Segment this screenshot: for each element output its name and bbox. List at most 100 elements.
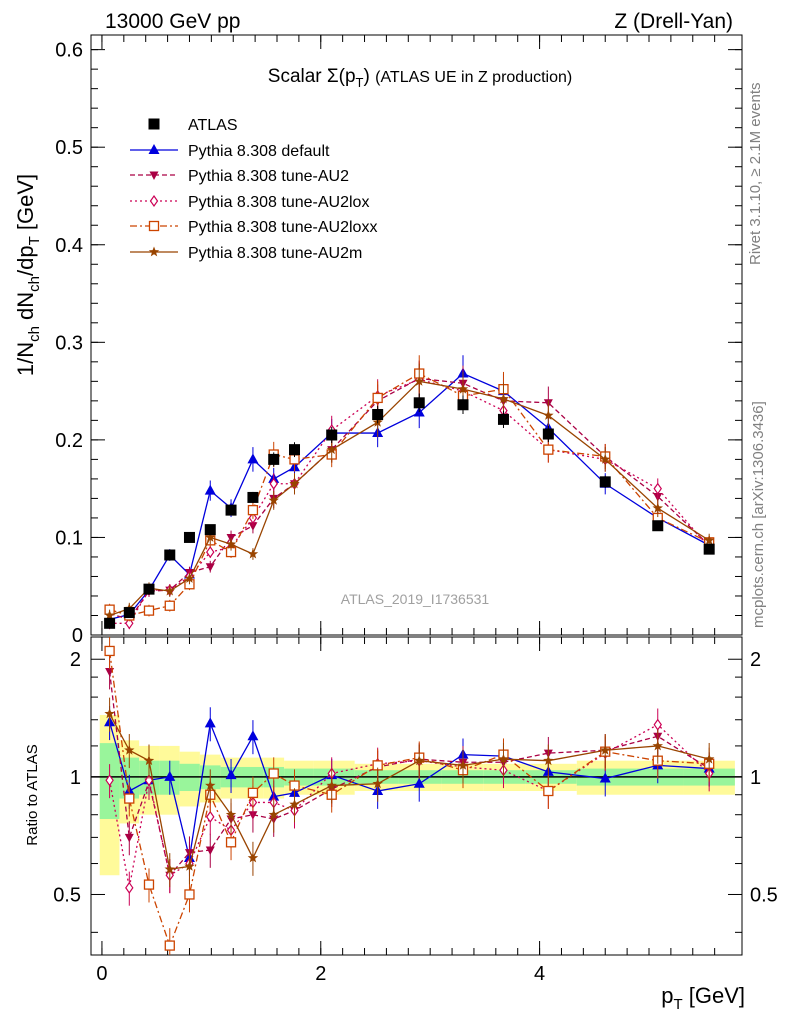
data-point bbox=[599, 476, 611, 488]
data-point bbox=[703, 534, 715, 545]
ratio-point bbox=[105, 774, 114, 787]
data-point bbox=[600, 453, 611, 464]
ratio-point bbox=[653, 718, 662, 731]
ratio-tick-label: 2 bbox=[750, 649, 761, 671]
ratio-point bbox=[703, 753, 715, 764]
ratio-point bbox=[124, 833, 134, 843]
data-point bbox=[413, 397, 425, 409]
data-point bbox=[652, 520, 664, 532]
data-point bbox=[543, 444, 554, 455]
y-tick-label: 0.2 bbox=[55, 430, 83, 452]
legend-marker bbox=[149, 171, 159, 180]
main-plot-frame bbox=[90, 34, 743, 636]
ratio-point bbox=[599, 772, 611, 783]
data-point bbox=[225, 538, 237, 549]
series-line bbox=[109, 378, 710, 624]
ratio-point bbox=[247, 852, 259, 863]
x-tick-label: 0 bbox=[96, 963, 107, 985]
data-point bbox=[225, 504, 237, 516]
ratio-point bbox=[104, 708, 115, 719]
legend-marker bbox=[148, 220, 160, 232]
ratio-point bbox=[164, 940, 175, 951]
data-point bbox=[104, 617, 116, 629]
ratio-tick-label: 2 bbox=[70, 649, 81, 671]
data-point bbox=[183, 531, 195, 543]
y-tick-label: 0.4 bbox=[55, 235, 83, 257]
ratio-point bbox=[413, 777, 425, 788]
y-tick-label: 0.1 bbox=[55, 527, 83, 549]
legend-entry-au2m: Pythia 8.308 tune-AU2m bbox=[130, 245, 362, 262]
header-left: 13000 GeV pp bbox=[105, 10, 240, 33]
ratio-point bbox=[652, 740, 663, 751]
ratio-series bbox=[104, 637, 715, 955]
data-point bbox=[268, 453, 280, 465]
ratio-point bbox=[205, 780, 216, 790]
data-point bbox=[164, 600, 175, 611]
plot-title: Scalar Σ(pT) (ATLAS UE in Z production) bbox=[268, 66, 572, 90]
y-tick-label: 0.5 bbox=[55, 137, 83, 159]
legend-label-atlas: ATLAS bbox=[188, 117, 238, 134]
data-point bbox=[247, 504, 259, 516]
data-point bbox=[247, 548, 259, 559]
ratio-point bbox=[414, 755, 425, 766]
ratio-point bbox=[543, 755, 554, 766]
legend-marker bbox=[148, 118, 160, 130]
data-point bbox=[326, 429, 338, 441]
header-right: Z (Drell-Yan) bbox=[614, 10, 733, 33]
legend-label-au2loxx: Pythia 8.308 tune-AU2loxx bbox=[188, 219, 377, 236]
data-point bbox=[205, 531, 216, 542]
series-line bbox=[109, 377, 710, 621]
data-point bbox=[542, 428, 554, 440]
y-tick-label: 0.6 bbox=[55, 40, 83, 62]
legend-entry-au2loxx: Pythia 8.308 tune-AU2loxx bbox=[130, 219, 377, 236]
data-point bbox=[326, 444, 337, 455]
ratio-tick-label: 1 bbox=[750, 767, 761, 789]
main-series bbox=[104, 355, 715, 630]
side-label-mcplots: mcplots.cern.ch [arXiv:1306.3436] bbox=[750, 401, 767, 628]
data-point bbox=[703, 543, 715, 555]
ratio-point bbox=[543, 785, 554, 797]
x-axis-title: pT [GeV] bbox=[661, 983, 745, 1013]
legend-label-default: Pythia 8.308 default bbox=[188, 143, 330, 160]
side-label-rivet: Rivet 3.1.10, ≥ 2.1M events bbox=[747, 83, 764, 266]
data-point bbox=[104, 610, 115, 620]
series-line bbox=[109, 372, 710, 621]
ratio-point bbox=[144, 774, 154, 787]
legend-entry-default: Pythia 8.308 default bbox=[130, 143, 330, 160]
data-point bbox=[143, 583, 155, 595]
ratio-point bbox=[125, 881, 134, 894]
series-2 bbox=[105, 360, 714, 626]
data-point bbox=[457, 383, 469, 394]
ratio-point bbox=[143, 755, 155, 766]
ratio-tick-label: 1 bbox=[70, 767, 81, 789]
legend-label-au2m: Pythia 8.308 tune-AU2m bbox=[188, 245, 362, 262]
data-point bbox=[372, 392, 383, 404]
ratio-plot-frame bbox=[90, 636, 743, 956]
data-point bbox=[372, 409, 384, 421]
ratio-point bbox=[225, 809, 237, 820]
data-point bbox=[204, 524, 216, 536]
ratio-point bbox=[184, 860, 195, 871]
x-tick-label: 4 bbox=[534, 963, 545, 985]
ratio-point bbox=[225, 769, 237, 780]
data-point bbox=[184, 572, 195, 583]
y-axis-title: 1/Nch dNch/dpT [GeV] bbox=[13, 174, 43, 376]
x-tick-label: 2 bbox=[315, 963, 326, 985]
ratio-point bbox=[457, 759, 469, 770]
ratio-point bbox=[143, 879, 155, 890]
y-tick-label: 0 bbox=[72, 625, 83, 647]
data-point bbox=[205, 563, 215, 572]
data-point bbox=[457, 399, 469, 411]
series-4 bbox=[104, 355, 715, 622]
data-point bbox=[269, 477, 278, 490]
ratio-point bbox=[289, 798, 300, 809]
ratio-tick-label: 0.5 bbox=[53, 884, 81, 906]
legend-marker bbox=[148, 144, 160, 154]
ratio-series-5 bbox=[104, 697, 715, 888]
data-point bbox=[653, 482, 662, 495]
ratio-point bbox=[184, 889, 195, 900]
data-point bbox=[289, 478, 300, 489]
ratio-point bbox=[204, 717, 216, 728]
data-point bbox=[543, 410, 554, 420]
